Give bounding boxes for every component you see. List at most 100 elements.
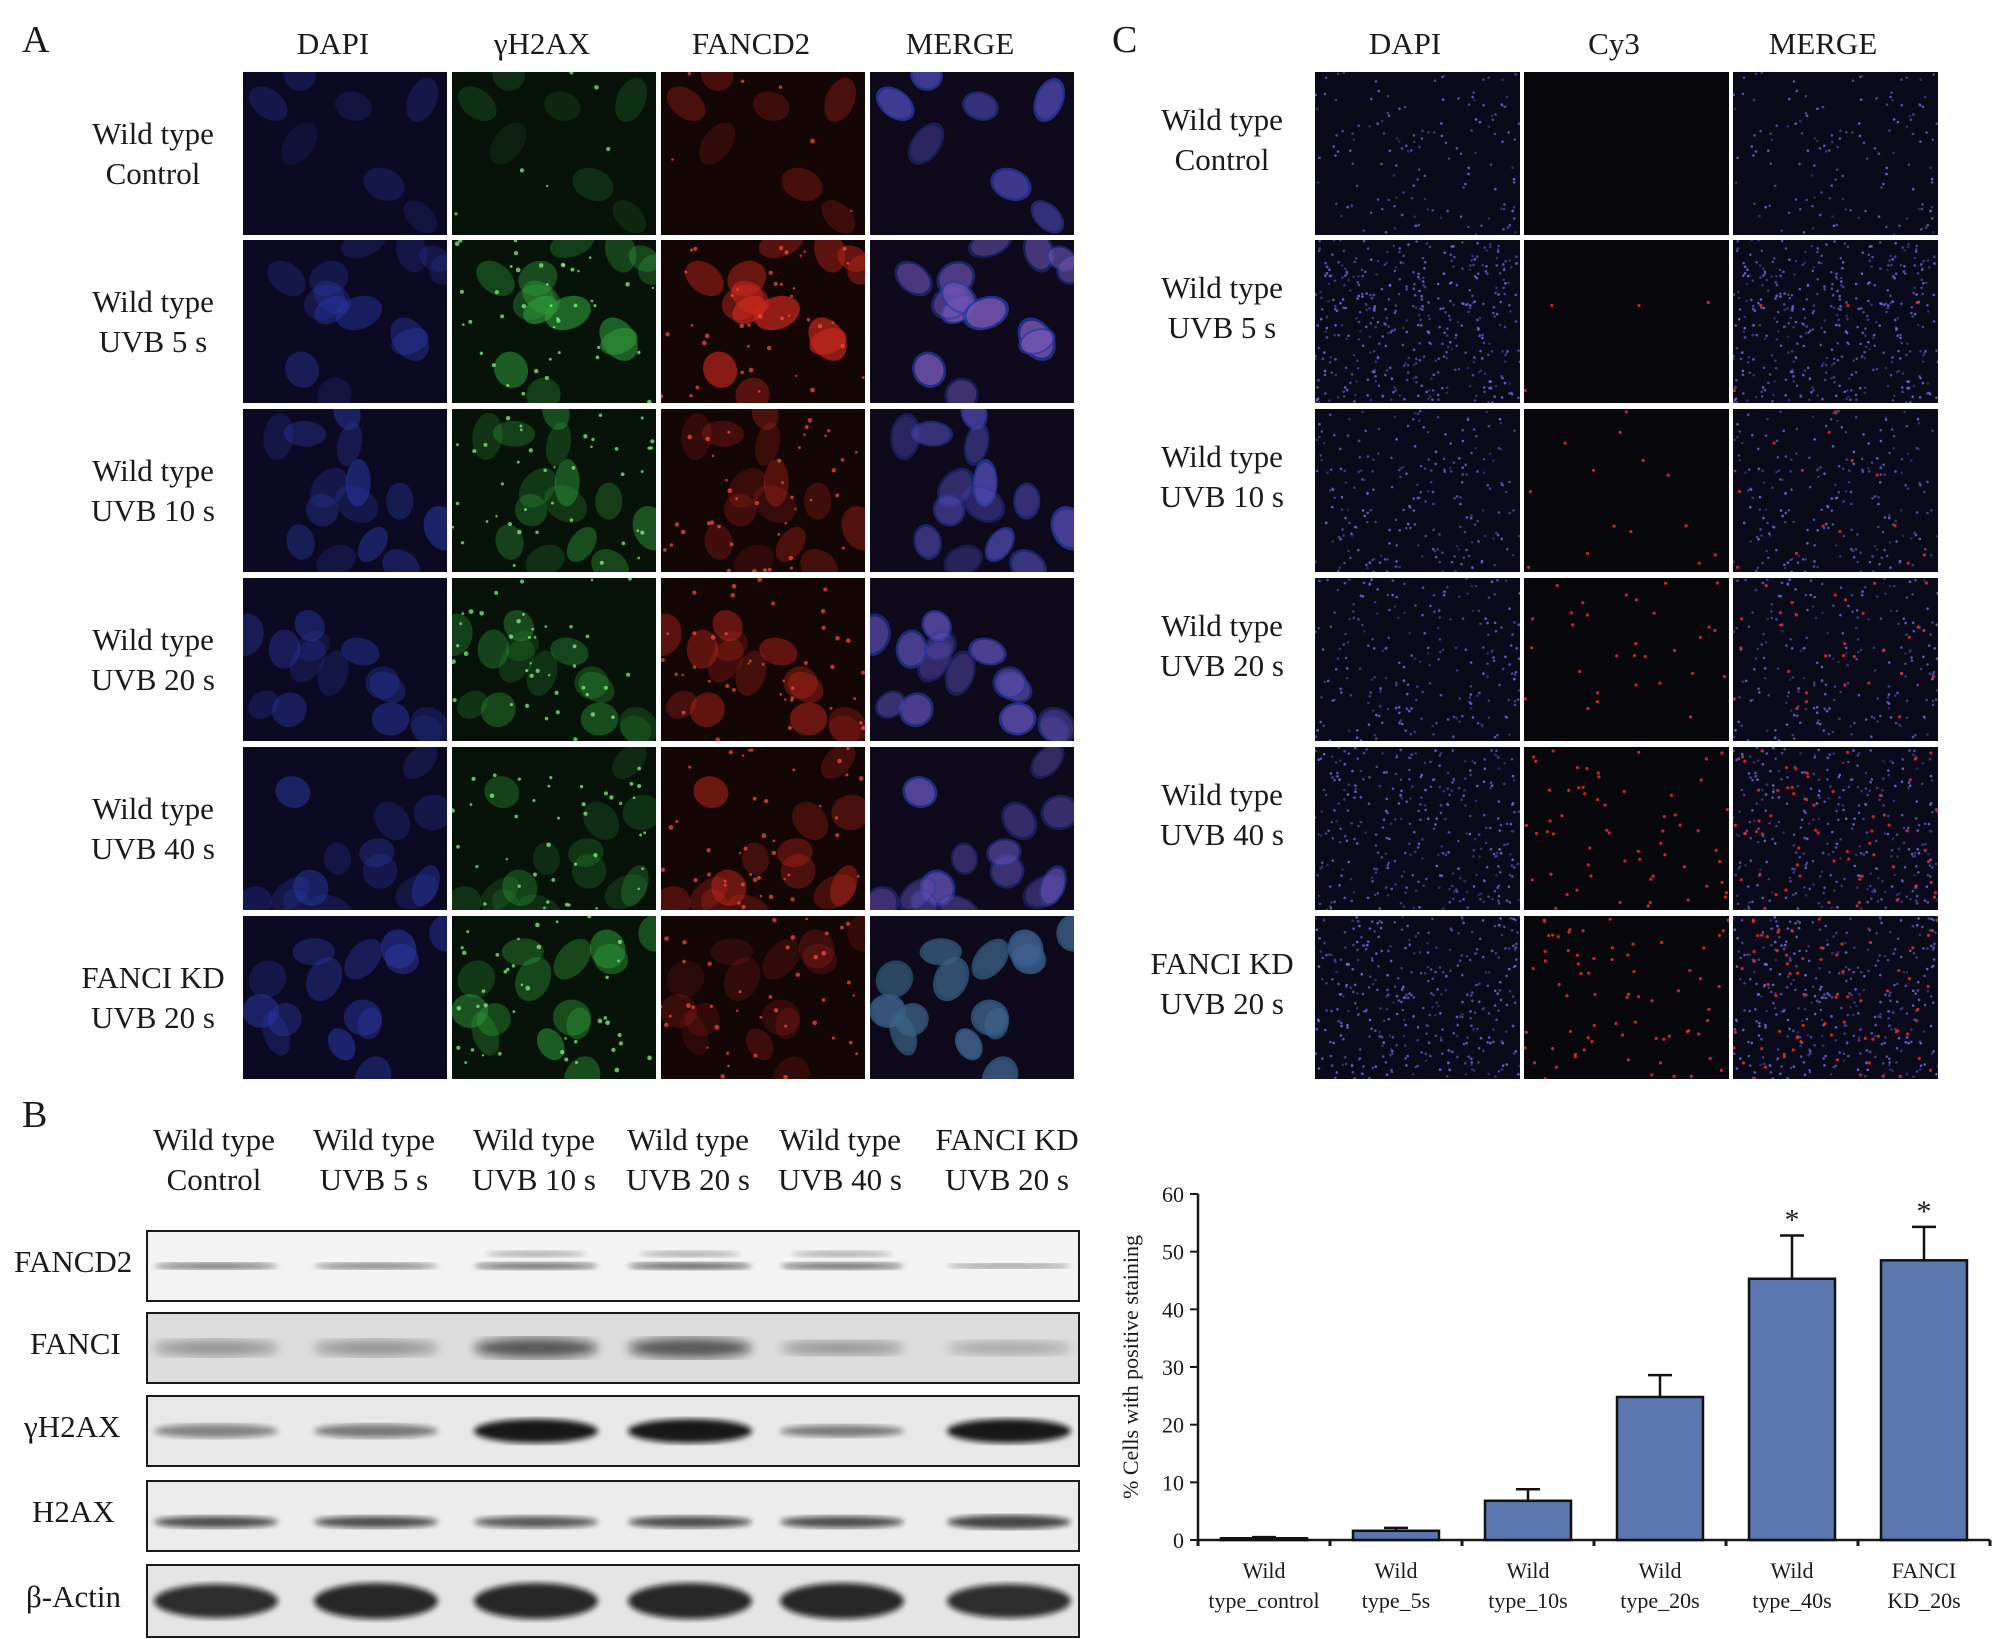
panel-a-column-header: MERGE (905, 26, 1015, 61)
blot-strip (146, 1564, 1080, 1638)
panel-a-column-header: γH2AX (493, 26, 591, 61)
blot-lane-label-line1: Wild type (627, 1122, 749, 1157)
micrograph-panel (870, 72, 1074, 235)
micrograph-panel (452, 240, 656, 403)
micrograph-panel (243, 72, 447, 235)
micrograph-panel (1524, 916, 1729, 1079)
panel-c-row-label-line2: Control (1174, 141, 1270, 177)
micrograph-panel (661, 916, 865, 1079)
micrograph-panel (243, 747, 447, 910)
blot-protein-label: β-Actin (26, 1579, 121, 1614)
micrograph-panel (1733, 747, 1938, 910)
micrograph-panel (1315, 916, 1520, 1079)
micrograph-panel (1315, 409, 1520, 572)
micrograph-panel (452, 409, 656, 572)
micrograph-panel (1524, 72, 1729, 235)
micrograph-panel (661, 409, 865, 572)
micrograph-panel (661, 72, 865, 235)
panel-c-row-label-line1: Wild type (1161, 101, 1283, 137)
panel-c-row-label-line2: UVB 20 s (1159, 985, 1284, 1021)
x-category-label-line2: type_5s (1362, 1588, 1430, 1613)
blot-lane-label-line2: Control (166, 1162, 262, 1197)
micrograph-panel (1524, 747, 1729, 910)
panel-a-row-label-line2: UVB 20 s (90, 999, 215, 1035)
y-tick-label: 10 (1162, 1470, 1184, 1495)
micrograph-panel (870, 409, 1074, 572)
panel-a-row-label-line1: Wild type (92, 115, 214, 151)
blot-lane-label-line1: Wild type (313, 1122, 435, 1157)
micrograph-panel (1524, 578, 1729, 741)
x-category-label-line1: Wild (1770, 1558, 1813, 1583)
micrograph-panel (243, 409, 447, 572)
micrograph-panel (452, 747, 656, 910)
micrograph-panel (661, 747, 865, 910)
x-category-label-line1: Wild (1242, 1558, 1285, 1583)
panel-c-row-label-line1: FANCI KD (1150, 945, 1294, 981)
micrograph-panel (1733, 409, 1938, 572)
bar (1879, 1259, 1969, 1542)
panel-c-row-label-line2: UVB 10 s (1159, 478, 1284, 514)
blot-lane-label-line1: Wild type (779, 1122, 901, 1157)
panel-c-row-label-line2: UVB 5 s (1167, 309, 1277, 345)
blot-strip (146, 1230, 1080, 1302)
x-category-label-line2: KD_20s (1887, 1588, 1960, 1613)
micrograph-panel (1315, 240, 1520, 403)
bar (1615, 1395, 1705, 1542)
panel-a-row-label-line2: UVB 20 s (90, 661, 215, 697)
blot-lane-label-line1: FANCI KD (935, 1122, 1079, 1157)
bar (1747, 1277, 1837, 1542)
panel-a-row-label-line1: Wild type (92, 452, 214, 488)
micrograph-panel (661, 240, 865, 403)
blot-strip (146, 1312, 1080, 1384)
panel-a-row-label-line2: UVB 10 s (90, 492, 215, 528)
micrograph-panel (1315, 578, 1520, 741)
blot-lane-label-line2: UVB 20 s (944, 1162, 1069, 1197)
panel-a-row-label-line1: Wild type (92, 283, 214, 319)
panel-c-column-header: MERGE (1768, 26, 1878, 61)
blot-protein-label: FANCI (30, 1326, 121, 1361)
blot-lane-label-line2: UVB 20 s (625, 1162, 750, 1197)
panel-a-row-label-line1: Wild type (92, 790, 214, 826)
micrograph-panel (452, 72, 656, 235)
blot-lane-label-line1: Wild type (473, 1122, 595, 1157)
micrograph-panel (1524, 240, 1729, 403)
blot-lane-label-line2: UVB 5 s (319, 1162, 429, 1197)
micrograph-panel (1524, 409, 1729, 572)
panel-a-row-label-line2: UVB 40 s (90, 830, 215, 866)
bar (1483, 1499, 1573, 1542)
micrograph-panel (1733, 72, 1938, 235)
panel-c-row-label-line1: Wild type (1161, 776, 1283, 812)
panel-c-row-label-line2: UVB 20 s (1159, 647, 1284, 683)
x-category-label-line2: type_10s (1488, 1588, 1567, 1613)
y-tick-label: 20 (1162, 1413, 1184, 1438)
blot-protein-label: H2AX (32, 1494, 115, 1529)
panel-c-letter: C (1112, 19, 1138, 61)
x-category-label-line1: Wild (1638, 1558, 1681, 1583)
panel-c-column-header: DAPI (1368, 26, 1442, 61)
panel-a-row-label-line2: Control (105, 155, 201, 191)
blot-lane-label-line2: UVB 40 s (777, 1162, 902, 1197)
micrograph-panel (452, 916, 656, 1079)
panel-a-row-label-line1: FANCI KD (81, 959, 225, 995)
micrograph-panel (870, 578, 1074, 741)
significance-marker: * (1917, 1195, 1932, 1228)
micrograph-panel (661, 578, 865, 741)
micrograph-panel (243, 916, 447, 1079)
y-tick-label: 30 (1162, 1355, 1184, 1380)
micrograph-panel (243, 240, 447, 403)
micrograph-panel (870, 747, 1074, 910)
panel-a-column-header: DAPI (296, 26, 370, 61)
x-category-label-line2: type_20s (1620, 1588, 1699, 1613)
bar (1351, 1529, 1441, 1542)
micrograph-panel (1733, 916, 1938, 1079)
panel-c-row-label-line1: Wild type (1161, 438, 1283, 474)
blot-protein-label: γH2AX (24, 1409, 121, 1444)
blot-strip (146, 1480, 1080, 1552)
panel-c-column-header: Cy3 (1588, 26, 1640, 61)
micrograph-panel (1733, 578, 1938, 741)
y-tick-label: 50 (1162, 1240, 1184, 1265)
x-category-label-line1: Wild (1374, 1558, 1417, 1583)
x-category-label-line1: FANCI (1892, 1558, 1956, 1583)
micrograph-panel (870, 240, 1074, 403)
y-axis-label: % Cells with positive staining (1118, 1235, 1143, 1499)
